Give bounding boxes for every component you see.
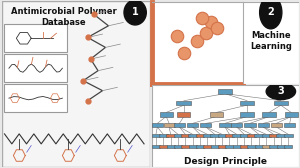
Bar <box>210 112 223 117</box>
Bar <box>277 145 285 148</box>
Bar <box>181 145 189 148</box>
Bar <box>225 145 233 148</box>
Circle shape <box>124 0 146 25</box>
Bar <box>196 145 204 148</box>
Bar <box>231 123 242 127</box>
Bar <box>218 145 226 148</box>
Bar <box>254 134 263 137</box>
Bar <box>203 145 211 148</box>
Bar <box>284 112 298 117</box>
Bar <box>152 123 163 127</box>
Bar <box>211 145 219 148</box>
Bar <box>176 101 191 105</box>
Bar <box>189 145 197 148</box>
Bar <box>240 112 254 117</box>
Bar <box>188 134 197 137</box>
Bar <box>159 134 168 137</box>
FancyBboxPatch shape <box>4 24 67 52</box>
FancyBboxPatch shape <box>4 84 67 112</box>
Bar <box>262 134 271 137</box>
Bar <box>233 145 241 148</box>
Bar <box>262 145 270 148</box>
Bar <box>240 101 254 105</box>
Bar <box>218 89 232 94</box>
Bar <box>255 145 263 148</box>
Bar <box>159 145 167 148</box>
Text: 3: 3 <box>278 86 284 96</box>
Bar <box>200 123 211 127</box>
Bar <box>218 134 226 137</box>
Bar <box>166 134 175 137</box>
Bar <box>284 134 292 137</box>
Bar <box>262 112 276 117</box>
Text: Antimicrobial Polymer
Database: Antimicrobial Polymer Database <box>11 8 117 27</box>
Bar <box>240 134 248 137</box>
Circle shape <box>266 83 296 100</box>
Bar <box>174 145 182 148</box>
Bar <box>248 145 256 148</box>
Bar <box>210 134 219 137</box>
Bar <box>271 123 282 127</box>
Bar <box>277 134 285 137</box>
Bar <box>240 145 248 148</box>
Text: Design Principle: Design Principle <box>184 157 266 165</box>
Bar <box>274 101 288 105</box>
Bar <box>244 123 256 127</box>
Text: 2: 2 <box>267 7 274 17</box>
Bar <box>284 123 295 127</box>
Bar <box>152 145 160 148</box>
Bar <box>187 123 198 127</box>
Bar <box>177 112 190 117</box>
Bar <box>174 123 185 127</box>
FancyBboxPatch shape <box>4 54 67 82</box>
Bar <box>160 112 173 117</box>
Bar <box>164 123 175 127</box>
Bar <box>258 123 269 127</box>
Bar <box>225 134 234 137</box>
Bar <box>284 145 292 148</box>
Bar <box>167 145 175 148</box>
Bar <box>232 134 241 137</box>
Bar <box>196 134 204 137</box>
Bar <box>174 134 182 137</box>
Bar <box>152 134 160 137</box>
Bar <box>247 134 256 137</box>
Text: 1: 1 <box>132 8 139 17</box>
Bar <box>181 134 190 137</box>
Bar <box>269 145 278 148</box>
Bar <box>269 134 278 137</box>
Text: Machine
Learning: Machine Learning <box>250 31 292 51</box>
Bar <box>220 123 230 127</box>
Circle shape <box>260 0 282 29</box>
Bar <box>203 134 212 137</box>
